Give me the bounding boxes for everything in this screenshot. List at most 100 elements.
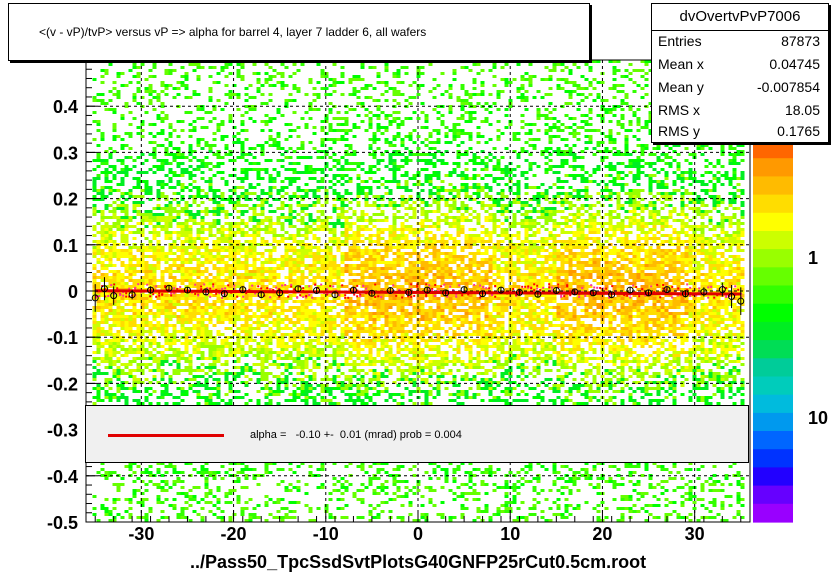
heatmap-cell	[240, 192, 245, 195]
heatmap-cell	[364, 471, 369, 474]
heatmap-cell	[184, 501, 189, 504]
heatmap-cell	[344, 138, 349, 141]
heatmap-cell	[268, 129, 273, 132]
heatmap-cell	[92, 342, 97, 345]
heatmap-cell	[100, 291, 105, 294]
heatmap-cell	[132, 357, 137, 360]
heatmap-cell	[340, 240, 345, 243]
heatmap-cell	[236, 495, 241, 498]
heatmap-cell	[112, 246, 117, 249]
heatmap-cell	[276, 141, 281, 144]
heatmap-cell	[204, 141, 209, 144]
heatmap-cell	[164, 318, 169, 321]
heatmap-cell	[196, 195, 201, 198]
heatmap-cell	[92, 312, 97, 315]
heatmap-cell	[348, 192, 353, 195]
heatmap-cell	[268, 99, 273, 102]
heatmap-cell	[124, 270, 129, 273]
heatmap-cell	[288, 261, 293, 264]
heatmap-cell	[300, 351, 305, 354]
heatmap-cell	[208, 99, 213, 102]
heatmap-cell	[312, 318, 317, 321]
heatmap-cell	[152, 252, 157, 255]
heatmap-cell	[224, 249, 229, 252]
heatmap-cell	[276, 339, 281, 342]
heatmap-cell	[136, 351, 141, 354]
heatmap-cell	[204, 480, 209, 483]
heatmap-cell	[272, 267, 277, 270]
heatmap-cell	[264, 387, 269, 390]
heatmap-cell	[260, 177, 265, 180]
heatmap-cell	[272, 375, 277, 378]
heatmap-cell	[360, 384, 365, 387]
heatmap-cell	[200, 468, 205, 471]
heatmap-cell	[220, 342, 225, 345]
heatmap-cell	[116, 387, 121, 390]
heatmap-cell	[184, 270, 189, 273]
heatmap-cell	[236, 366, 241, 369]
heatmap-cell	[176, 147, 181, 150]
heatmap-cell	[268, 192, 273, 195]
heatmap-cell	[172, 243, 177, 246]
heatmap-cell	[132, 210, 137, 213]
heatmap-cell	[280, 300, 285, 303]
heatmap-cell	[152, 216, 157, 219]
heatmap-cell	[192, 63, 197, 66]
heatmap-cell	[128, 270, 133, 273]
heatmap-cell	[336, 138, 341, 141]
heatmap-cell	[308, 369, 313, 372]
heatmap-cell	[336, 195, 341, 198]
heatmap-cell	[196, 93, 201, 96]
heatmap-cell	[136, 183, 141, 186]
heatmap-cell	[148, 312, 153, 315]
heatmap-cell	[108, 282, 113, 285]
heatmap-cell	[300, 255, 305, 258]
heatmap-cell	[264, 216, 269, 219]
heatmap-cell	[280, 72, 285, 75]
heatmap-cell	[188, 282, 193, 285]
heatmap-cell	[232, 267, 237, 270]
heatmap-cell	[180, 234, 185, 237]
heatmap-cell	[308, 117, 313, 120]
heatmap-cell	[128, 327, 133, 330]
heatmap-cell	[144, 87, 149, 90]
heatmap-cell	[100, 255, 105, 258]
heatmap-cell	[92, 198, 97, 201]
heatmap-cell	[112, 363, 117, 366]
heatmap-cell	[184, 171, 189, 174]
heatmap-cell	[104, 267, 109, 270]
heatmap-cell	[284, 276, 289, 279]
heatmap-cell	[352, 309, 357, 312]
heatmap-cell	[92, 513, 97, 516]
heatmap-cell	[168, 153, 173, 156]
heatmap-cell	[228, 372, 233, 375]
heatmap-cell	[160, 330, 165, 333]
heatmap-cell	[260, 213, 265, 216]
heatmap-cell	[196, 471, 201, 474]
heatmap-cell	[172, 480, 177, 483]
heatmap-cell	[264, 270, 269, 273]
heatmap-cell	[152, 324, 157, 327]
heatmap-cell	[164, 309, 169, 312]
heatmap-cell	[120, 279, 125, 282]
heatmap-cell	[336, 270, 341, 273]
heatmap-cell	[332, 363, 337, 366]
heatmap-cell	[168, 297, 173, 300]
heatmap-cell	[208, 285, 213, 288]
heatmap-cell	[160, 489, 165, 492]
heatmap-cell	[100, 309, 105, 312]
heatmap-cell	[132, 273, 137, 276]
heatmap-cell	[160, 186, 165, 189]
heatmap-cell	[188, 225, 193, 228]
heatmap-cell	[176, 480, 181, 483]
heatmap-cell	[96, 252, 101, 255]
heatmap-cell	[168, 219, 173, 222]
heatmap-cell	[344, 258, 349, 261]
heatmap-cell	[360, 375, 365, 378]
heatmap-cell	[160, 282, 165, 285]
heatmap-cell	[316, 150, 321, 153]
heatmap-cell	[116, 249, 121, 252]
heatmap-cell	[156, 168, 161, 171]
heatmap-cell	[320, 144, 325, 147]
heatmap-cell	[292, 129, 297, 132]
